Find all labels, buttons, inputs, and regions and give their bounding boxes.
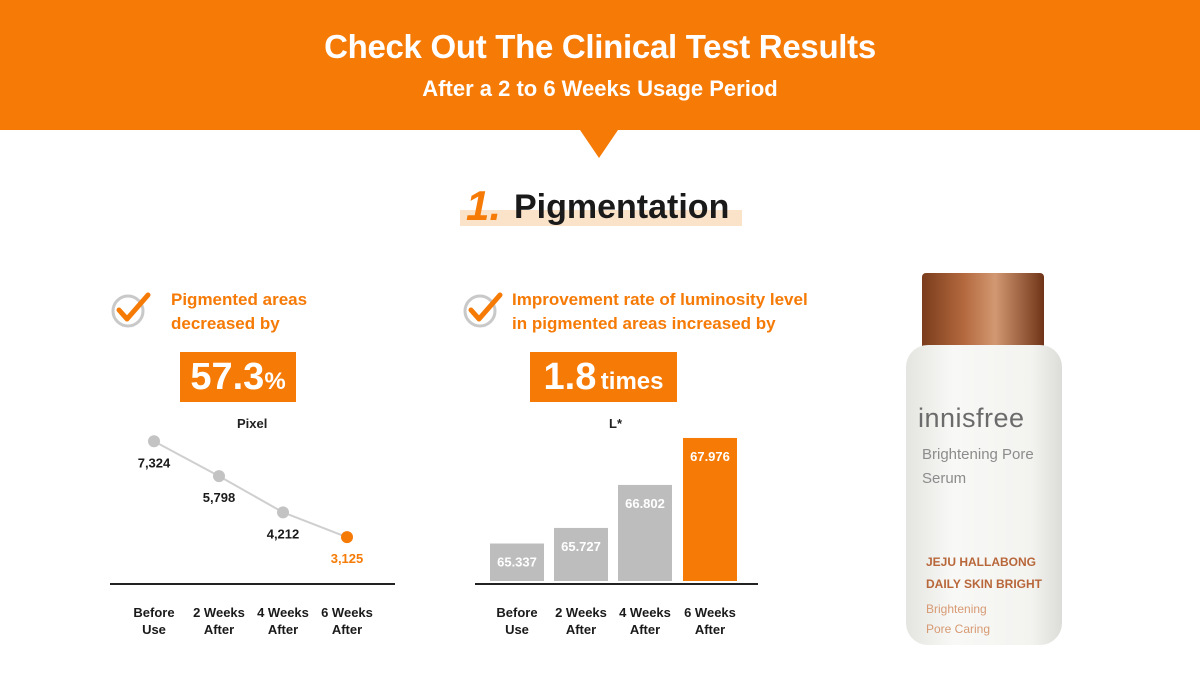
data-point: [148, 435, 160, 448]
banner-title: Check Out The Clinical Test Results: [324, 28, 876, 65]
x-tick-label: Use: [142, 622, 166, 637]
product-name-line1: Brightening Pore: [922, 446, 1034, 463]
product-desc-line2: Pore Caring: [926, 622, 991, 636]
x-tick-label: 2 Weeks: [193, 605, 245, 620]
x-tick-label: After: [695, 622, 725, 637]
data-label: 4,212: [267, 526, 300, 541]
stat-right-label: Improvement rate of luminosity level in …: [512, 288, 808, 336]
check-circle-icon: [463, 292, 503, 328]
data-label: 66.802: [625, 496, 665, 511]
x-tick-label: After: [566, 622, 596, 637]
data-point: [213, 470, 225, 483]
product-name-line2: Serum: [922, 470, 967, 487]
x-tick-label: Before: [133, 605, 174, 620]
bar: [554, 527, 608, 581]
stat-right-unit: times: [600, 368, 664, 395]
product-tag: JEJU HALLABONG DAILY SKIN BRIGHT: [926, 551, 1042, 595]
product-desc: Brightening Pore Caring: [926, 599, 990, 639]
product-tag-line2: DAILY SKIN BRIGHT: [926, 577, 1043, 591]
banner-pointer: [580, 130, 618, 158]
x-tick-label: After: [630, 622, 660, 637]
x-tick-label: Before: [496, 605, 537, 620]
section-number: 1.: [466, 182, 502, 229]
header-banner: Check Out The Clinical Test Results Afte…: [0, 0, 1200, 130]
stat-right-label-line1: Improvement rate of luminosity level: [512, 290, 808, 309]
stat-left-value: 57.3: [190, 356, 265, 398]
x-tick-label: After: [332, 622, 362, 637]
check-circle-icon: [111, 292, 151, 328]
stat-left-label-line1: Pigmented areas: [171, 290, 308, 309]
bottle-body: [906, 345, 1062, 645]
data-label: 5,798: [203, 490, 236, 505]
section-title: Pigmentation: [514, 188, 730, 226]
x-tick-label: After: [204, 622, 234, 637]
chart-left-unit: Pixel: [237, 416, 268, 431]
bar: [683, 437, 737, 581]
product-tag-line1: JEJU HALLABONG: [926, 555, 1037, 569]
bottle-cap: [922, 273, 1044, 353]
x-tick-label: 2 Weeks: [555, 605, 607, 620]
product-desc-line1: Brightening: [926, 602, 987, 616]
data-label: 67.976: [690, 449, 730, 464]
stat-right-label-line2: in pigmented areas increased by: [512, 314, 776, 333]
section-heading: 1. Pigmentation: [458, 180, 748, 232]
bar: [618, 484, 672, 581]
pigment-line-chart: 7,324 5,798 4,212 3,125 Before Use 2 Weeks Afte…: [110, 435, 395, 637]
stat-left-label-line2: decreased by: [171, 314, 280, 333]
x-tick-label: After: [268, 622, 298, 637]
banner-subtitle: After a 2 to 6 Weeks Usage Period: [422, 76, 778, 101]
data-label: 65.337: [497, 555, 537, 570]
chart-right-unit: L*: [609, 416, 622, 431]
data-label: 7,324: [138, 455, 171, 470]
data-label: 65.727: [561, 539, 601, 554]
x-tick-label: 6 Weeks: [321, 605, 373, 620]
stat-right-value: 1.8: [543, 356, 597, 398]
x-tick-label: 4 Weeks: [257, 605, 309, 620]
stat-left-value-box: 57.3%: [180, 352, 296, 402]
x-tick-label: 6 Weeks: [684, 605, 736, 620]
luminosity-bar-chart: 65.337 65.727 66.802 67.976 Before Use 2 Weeks…: [475, 437, 758, 637]
stat-right-value-box: 1.8 times: [530, 352, 677, 402]
product-brand: innisfree: [918, 403, 1025, 433]
data-point: [341, 531, 353, 544]
product-name: Brightening Pore Serum: [922, 443, 1034, 491]
data-point: [277, 506, 289, 519]
stat-left-label: Pigmented areas decreased by: [171, 288, 307, 336]
bar: [490, 543, 544, 581]
stat-left-unit: %: [264, 368, 286, 395]
x-tick-label: Use: [505, 622, 529, 637]
heading-highlight: [460, 210, 742, 226]
product-bottle-image: [906, 273, 1062, 645]
x-tick-label: 4 Weeks: [619, 605, 671, 620]
series-line: [153, 440, 348, 539]
data-label: 3,125: [331, 551, 364, 566]
